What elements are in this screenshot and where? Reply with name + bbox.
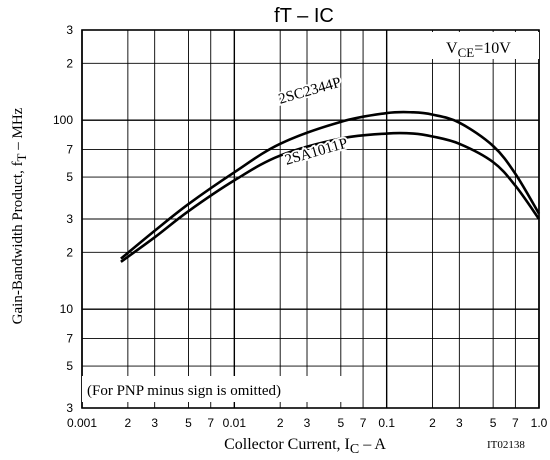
x-tick-label: 3	[456, 416, 463, 430]
series-label-2sc2344p: 2SC2344P	[277, 75, 343, 108]
x-tick-label: 0.01	[223, 416, 247, 430]
note-text: (For PNP minus sign is omitted)	[87, 383, 281, 399]
x-tick-label: 7	[360, 416, 367, 430]
x-tick-label: 7	[512, 416, 519, 430]
y-tick-labels: 3 5 7 10 2 3 5 7 100 2 3	[53, 23, 73, 415]
y-tick-label: 7	[66, 331, 73, 345]
condition-box: VCE=10V	[420, 32, 539, 60]
x-axis-label-main: Collector Current, I	[224, 436, 350, 453]
x-tick-label: 3	[304, 416, 311, 430]
y-tick-label: 3	[66, 212, 73, 226]
condition-label: VCE=10V	[446, 40, 511, 60]
condition-sub: CE	[458, 45, 475, 60]
x-tick-label: 0.001	[67, 416, 97, 430]
plot-frame	[81, 29, 540, 409]
x-tick-label: 5	[490, 416, 497, 430]
x-tick-label: 3	[151, 416, 158, 430]
x-tick-label: 5	[337, 416, 344, 430]
x-tick-label: 5	[185, 416, 192, 430]
x-tick-labels: 0.001 2 3 5 7 0.01 2 3 5 7 0.1 2 3 5 7 1.0	[67, 416, 548, 430]
x-tick-label: 1.0	[531, 416, 548, 430]
condition-tail: =10V	[474, 40, 511, 57]
y-axis-label-sub: T	[14, 153, 29, 161]
x-axis-label-tail: – A	[359, 436, 386, 453]
series-line-2sa1011p	[120, 131, 541, 263]
grid	[81, 29, 540, 409]
y-tick-label: 2	[66, 245, 73, 259]
y-tick-label: 3	[66, 23, 73, 37]
x-tick-label: 2	[429, 416, 436, 430]
series-label-2sa1011p: 2SA1011P	[283, 136, 349, 169]
y-tick-label: 100	[53, 113, 73, 127]
y-tick-label: 7	[66, 142, 73, 156]
x-tick-label: 7	[207, 416, 214, 430]
y-tick-label: 5	[66, 170, 73, 184]
series-line-2sc2344p	[120, 110, 541, 260]
x-axis-label-sub: C	[350, 442, 359, 457]
x-tick-label: 0.1	[378, 416, 395, 430]
y-tick-label: 2	[66, 56, 73, 70]
note-box: (For PNP minus sign is omitted)	[82, 376, 358, 402]
x-tick-label: 2	[277, 416, 284, 430]
chart-title: fT – IC	[274, 5, 334, 27]
y-tick-label: 10	[60, 302, 74, 316]
y-axis-label-tail: – MHz	[10, 107, 26, 153]
y-tick-label: 3	[66, 401, 73, 415]
curves	[120, 110, 541, 263]
condition-main: V	[446, 40, 458, 57]
y-tick-label: 5	[66, 359, 73, 373]
figure-code: IT02138	[487, 439, 525, 451]
y-axis-label: Gain-Bandwidth Product, fT – MHz	[10, 107, 29, 324]
x-tick-label: 2	[125, 416, 132, 430]
y-axis-label-main: Gain-Bandwidth Product, f	[10, 161, 26, 324]
x-axis-label: Collector Current, IC – A	[224, 436, 386, 457]
